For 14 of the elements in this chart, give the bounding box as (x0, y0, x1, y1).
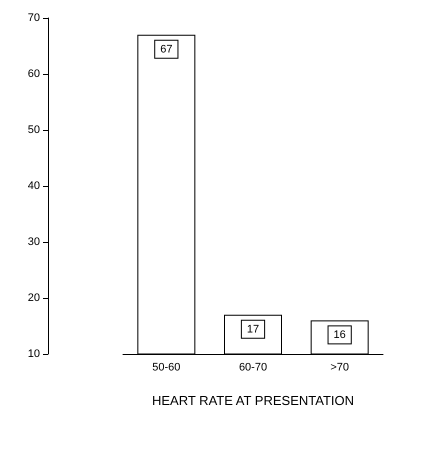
y-tick-label: 10 (28, 348, 40, 360)
y-tick-label: 30 (28, 236, 40, 248)
x-tick-label: 60-70 (238, 362, 268, 374)
x-tick-label: >70 (330, 362, 350, 374)
y-tick-label: 40 (28, 180, 40, 192)
data-label: 67 (160, 43, 172, 56)
x-axis-title: HEART RATE AT PRESENTATION (152, 393, 354, 408)
data-label: 16 (334, 328, 346, 341)
y-tick-label: 50 (28, 124, 40, 136)
y-tick-label: 60 (28, 68, 40, 80)
y-tick-label: 20 (28, 292, 40, 304)
y-tick-label: 70 (28, 12, 40, 24)
data-label: 17 (246, 323, 260, 336)
x-tick-label: 50-60 (152, 362, 180, 374)
